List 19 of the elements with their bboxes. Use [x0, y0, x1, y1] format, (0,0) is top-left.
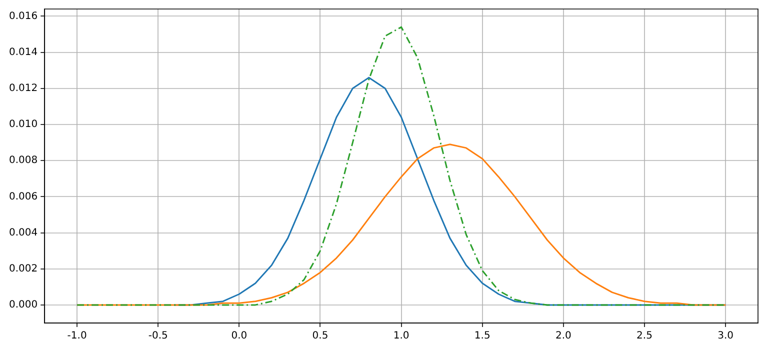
x-tick-label: -0.5 [148, 330, 168, 342]
x-tick-label: 1.0 [393, 330, 410, 342]
x-tick-label: 0.0 [231, 330, 248, 342]
y-tick-label: 0.000 [8, 300, 38, 311]
x-tick-label: 3.0 [718, 330, 734, 342]
y-tick-label: 0.004 [8, 227, 38, 238]
y-tick-label: 0.006 [8, 191, 38, 202]
y-tick-label: 0.008 [8, 155, 38, 166]
y-tick-label: 0.002 [8, 263, 38, 274]
x-tick-label: 2.5 [636, 330, 652, 342]
x-tick-label: 2.0 [555, 330, 572, 342]
y-tick-label: 0.010 [8, 119, 38, 130]
y-tick-label: 0.014 [8, 46, 38, 58]
x-tick-label: 1.5 [474, 330, 490, 342]
line-series [76, 26, 726, 306]
y-tick-label: 0.016 [8, 10, 38, 22]
y-tick-label: 0.012 [8, 82, 38, 94]
x-tick-label: 0.5 [312, 330, 328, 342]
x-tick-label: -1.0 [67, 330, 87, 342]
